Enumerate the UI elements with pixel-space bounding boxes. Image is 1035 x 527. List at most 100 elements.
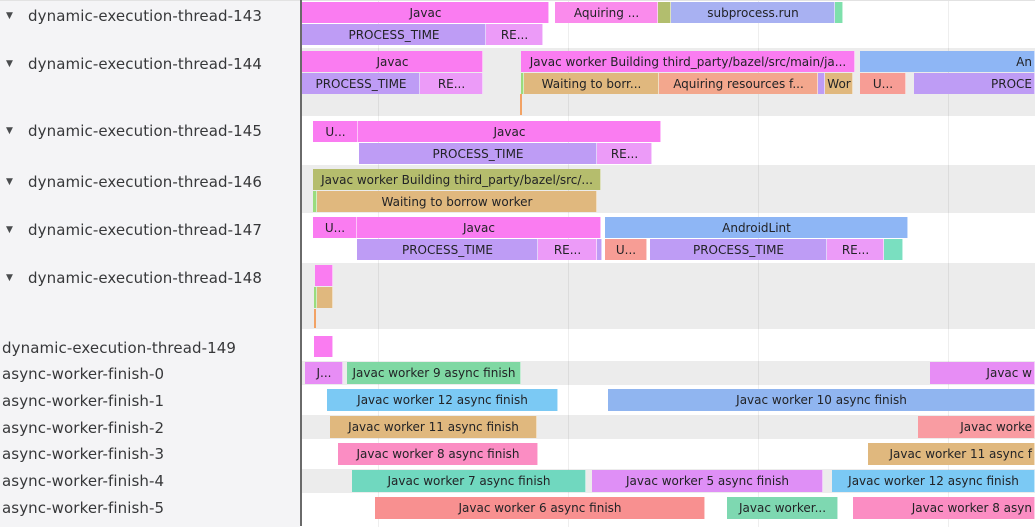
slice-javac-w[interactable]: Javac w [930, 362, 1035, 384]
time-gridline [568, 1, 569, 527]
track-name-panel: ▼ dynamic-execution-thread-143 ▼ dynamic-ex… [0, 0, 300, 527]
slice-javac-worker-building-third-party-bazel-src-main-ja-[interactable]: Javac worker Building third_party/bazel/… [521, 51, 855, 72]
track-name-label: async-worker-finish-2 [2, 419, 165, 437]
slice-sliver[interactable] [884, 239, 903, 260]
slice-label: U... [615, 242, 637, 257]
slice-wor[interactable]: Wor [825, 73, 853, 94]
sidebar-item-async-worker-finish-1[interactable]: async-worker-finish-1 [0, 391, 302, 411]
slice-aquiring-[interactable]: Aquiring ... [555, 2, 658, 23]
sidebar-item-dynamic-execution-thread-146[interactable]: ▼ dynamic-execution-thread-146 [0, 172, 300, 192]
slice-androidlint[interactable]: AndroidLint [605, 217, 908, 238]
slice-javac-worker-[interactable]: Javac worker... [727, 497, 838, 519]
track-name-label: async-worker-finish-5 [2, 499, 165, 517]
collapse-arrow-icon[interactable]: ▼ [6, 273, 14, 283]
slice-sliver[interactable] [521, 73, 524, 94]
slice-javac-worker-11-async-f[interactable]: Javac worker 11 async f [868, 443, 1035, 465]
slice-waiting-to-borrow-worker[interactable]: Waiting to borrow worker [317, 191, 597, 212]
slice-label: RE... [841, 242, 870, 257]
collapse-arrow-icon[interactable]: ▼ [6, 225, 14, 235]
slice-label: RE... [553, 242, 582, 257]
slice-label: Aquiring resources f... [673, 76, 804, 91]
slice-javac[interactable]: Javac [302, 51, 483, 72]
slice-javac[interactable]: Javac [358, 121, 661, 142]
slice-j-[interactable]: J... [305, 362, 343, 384]
sidebar-item-dynamic-execution-thread-143[interactable]: ▼ dynamic-execution-thread-143 [0, 6, 300, 26]
slice-javac[interactable]: Javac [302, 2, 549, 23]
collapse-arrow-icon[interactable]: ▼ [6, 126, 14, 136]
slice-javac-worker-11-async-finish[interactable]: Javac worker 11 async finish [330, 416, 537, 438]
sidebar-item-dynamic-execution-thread-147[interactable]: ▼ dynamic-execution-thread-147 [0, 220, 300, 240]
slice-label: Wor [827, 76, 851, 91]
slice-process-time[interactable]: PROCESS_TIME [302, 73, 420, 94]
sidebar-item-async-worker-finish-4[interactable]: async-worker-finish-4 [0, 471, 302, 491]
slice-javac-worker-7-async-finish[interactable]: Javac worker 7 async finish [352, 470, 586, 492]
collapse-arrow-icon[interactable]: ▼ [6, 59, 14, 69]
sidebar-item-async-worker-finish-3[interactable]: async-worker-finish-3 [0, 444, 302, 464]
slice-u-[interactable]: U... [313, 217, 357, 238]
slice-label: PROCESS_TIME [315, 76, 407, 91]
slice-re-[interactable]: RE... [827, 239, 884, 260]
track-name-label: dynamic-execution-thread-144 [28, 55, 263, 73]
timeline-canvas[interactable]: Javac Aquiring ... subprocess.run PROCESS_T… [302, 0, 1035, 527]
slice-subprocess-run[interactable]: subprocess.run [671, 2, 835, 23]
slice-sliver[interactable] [835, 2, 843, 23]
sidebar-item-dynamic-execution-thread-148[interactable]: ▼ dynamic-execution-thread-148 [0, 268, 300, 288]
sidebar-item-async-worker-finish-5[interactable]: async-worker-finish-5 [0, 498, 302, 518]
panel-divider[interactable] [300, 0, 302, 526]
instant-marker[interactable] [520, 94, 522, 115]
slice-an[interactable]: An [860, 51, 1035, 72]
slice-re-[interactable]: RE... [486, 24, 543, 45]
slice-sliver[interactable] [317, 287, 333, 308]
slice-re-[interactable]: RE... [538, 239, 597, 260]
slice-aquiring-resources-f-[interactable]: Aquiring resources f... [659, 73, 818, 94]
slice-u-[interactable]: U... [605, 239, 647, 260]
slice-javac-worker-8-async-finish[interactable]: Javac worker 8 async finish [338, 443, 538, 465]
instant-marker[interactable] [314, 309, 316, 328]
slice-u-[interactable]: U... [860, 73, 906, 94]
slice-javac-worke[interactable]: Javac worke [918, 416, 1035, 438]
slice-re-[interactable]: RE... [597, 143, 652, 164]
slice-javac-worker-12-async-finish[interactable]: Javac worker 12 async finish [832, 470, 1035, 492]
sidebar-item-dynamic-execution-thread-145[interactable]: ▼ dynamic-execution-thread-145 [0, 121, 300, 141]
sidebar-item-async-worker-finish-2[interactable]: async-worker-finish-2 [0, 418, 302, 438]
track-background [302, 263, 1035, 329]
slice-process-time[interactable]: PROCESS_TIME [357, 239, 538, 260]
slice-javac-worker-12-async-finish[interactable]: Javac worker 12 async finish [327, 389, 558, 411]
slice-javac[interactable]: Javac [357, 217, 601, 238]
sidebar-item-async-worker-finish-0[interactable]: async-worker-finish-0 [0, 364, 302, 384]
slice-javac-worker-5-async-finish[interactable]: Javac worker 5 async finish [592, 470, 823, 492]
slice-javac-worker-9-async-finish[interactable]: Javac worker 9 async finish [347, 362, 521, 384]
slice-javac-worker-8-asyn[interactable]: Javac worker 8 asyn [853, 497, 1035, 519]
slice-sliver[interactable] [314, 336, 333, 357]
track-name-label: async-worker-finish-0 [2, 365, 165, 383]
slice-re-[interactable]: RE... [420, 73, 483, 94]
slice-label: Javac w [986, 366, 1032, 380]
slice-process-time[interactable]: PROCESS_TIME [650, 239, 827, 260]
collapse-arrow-icon[interactable]: ▼ [6, 177, 14, 187]
time-gridline [758, 1, 759, 527]
slice-javac-worker-building-third-party-bazel-src-[interactable]: Javac worker Building third_party/bazel/… [313, 169, 601, 190]
time-gridline [948, 1, 949, 527]
track-name-label: dynamic-execution-thread-149 [2, 339, 237, 357]
sidebar-item-dynamic-execution-thread-144[interactable]: ▼ dynamic-execution-thread-144 [0, 54, 300, 74]
slice-sliver[interactable] [818, 73, 825, 94]
slice-sliver[interactable] [313, 191, 317, 212]
slice-sliver[interactable] [658, 2, 671, 23]
slice-sliver[interactable] [314, 287, 317, 308]
slice-label: Javac [463, 220, 495, 235]
slice-label: RE... [437, 76, 466, 91]
slice-process-time[interactable]: PROCESS_TIME [302, 24, 486, 45]
slice-sliver[interactable] [597, 239, 602, 260]
slice-label: Waiting to borrow worker [381, 194, 533, 209]
slice-process-time[interactable]: PROCESS_TIME [359, 143, 597, 164]
slice-proce[interactable]: PROCE [914, 73, 1035, 94]
collapse-arrow-icon[interactable]: ▼ [6, 11, 14, 21]
slice-u-[interactable]: U... [313, 121, 358, 142]
slice-label: Javac worker 5 async finish [625, 474, 790, 488]
slice-waiting-to-borr-[interactable]: Waiting to borr... [524, 73, 659, 94]
slice-sliver[interactable] [315, 265, 333, 286]
sidebar-item-dynamic-execution-thread-149[interactable]: dynamic-execution-thread-149 [0, 338, 302, 358]
slice-javac-worker-6-async-finish[interactable]: Javac worker 6 async finish [375, 497, 705, 519]
slice-javac-worker-10-async-finish[interactable]: Javac worker 10 async finish [608, 389, 1035, 411]
slice-label: RE... [500, 27, 529, 42]
